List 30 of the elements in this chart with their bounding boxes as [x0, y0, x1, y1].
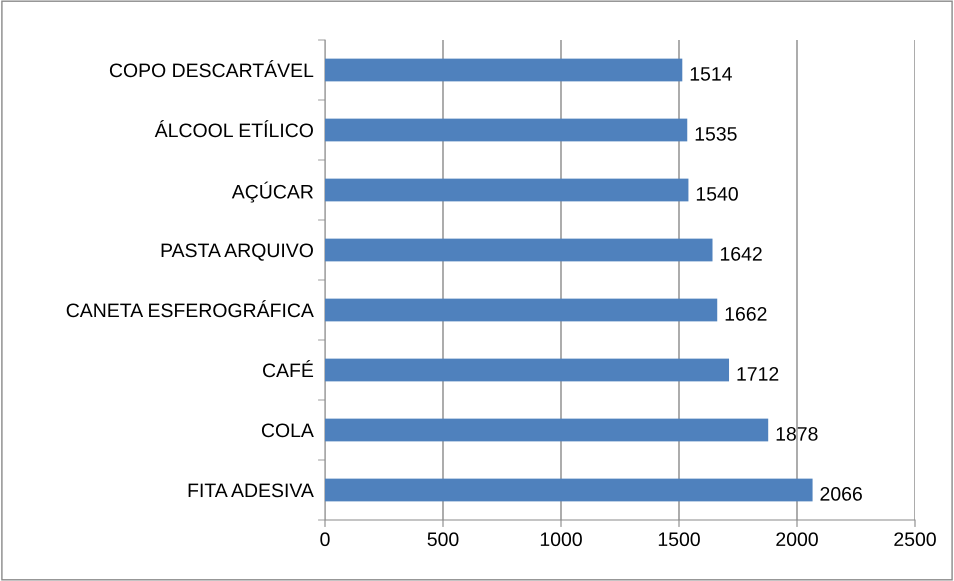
x-tick-label: 1500 [658, 532, 700, 546]
y-tick-label: CAFÉ [263, 360, 314, 378]
data-label: 1514 [690, 67, 732, 81]
bar [325, 418, 768, 442]
data-label: 1535 [696, 127, 737, 141]
data-label: 1662 [726, 307, 766, 321]
y-tick-label: PASTA ARQUIVO [162, 243, 313, 261]
x-tick-label: 500 [428, 532, 458, 546]
y-tick-label: AÇÚCAR [232, 182, 313, 203]
y-tick-label: CANETA ESFEROGRÁFICA [66, 300, 314, 318]
data-label: 2066 [820, 487, 862, 501]
y-tick-label: COLA [262, 423, 314, 438]
x-tick-label: 0 [320, 532, 330, 546]
y-tick-label: ÁLCOOL ETÍLICO [154, 120, 313, 138]
y-tick-label: COPO DESCARTÁVEL [110, 60, 314, 78]
bar [325, 118, 688, 142]
data-label: 1642 [720, 247, 762, 261]
x-tick-label: 2000 [776, 532, 818, 546]
data-label: 1878 [776, 427, 818, 441]
bar [325, 58, 682, 82]
y-tick-label: FITA ADESIVA [188, 483, 314, 498]
x-tick-label: 2500 [894, 532, 936, 546]
bar [325, 298, 718, 322]
bar [325, 238, 713, 262]
data-label: 1540 [696, 187, 738, 201]
bar [325, 178, 688, 202]
bar [325, 478, 813, 502]
bar [325, 358, 730, 382]
x-tick-label: 1000 [540, 532, 582, 546]
data-label: 1712 [737, 367, 778, 381]
